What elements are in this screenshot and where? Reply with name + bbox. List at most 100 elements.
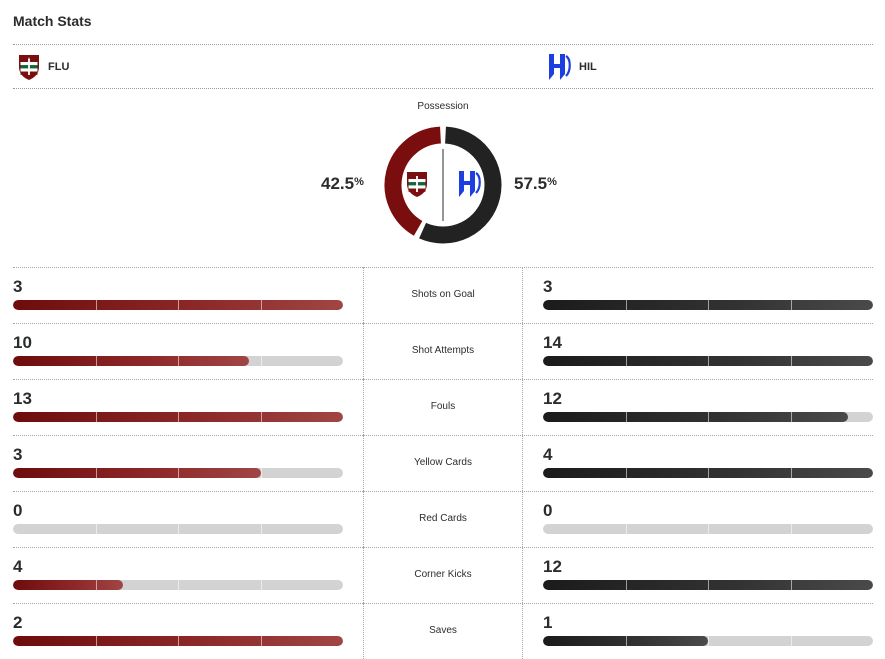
home-team-header[interactable]: FLU [17, 53, 69, 81]
divider [363, 267, 364, 323]
divider [13, 323, 873, 324]
bar-tick [708, 412, 709, 422]
page-title: Match Stats [13, 13, 92, 29]
bar-tick [790, 412, 792, 422]
home-stat-value: 2 [13, 613, 23, 632]
bar-tick [790, 524, 792, 534]
divider [363, 547, 364, 603]
home-stat-fill [13, 580, 123, 590]
divider [363, 323, 364, 379]
bar-tick [178, 524, 179, 534]
bar-tick [625, 524, 627, 534]
bar-tick [708, 524, 709, 534]
stat-label: Fouls [430, 401, 456, 412]
home-stat-value: 13 [13, 389, 32, 408]
home-stat-bar [13, 580, 343, 590]
bar-tick [178, 636, 179, 646]
away-stat-fill [543, 412, 848, 422]
bar-tick [178, 580, 179, 590]
home-stat-bar [13, 356, 343, 366]
divider [522, 603, 523, 659]
stat-row: 3 Yellow Cards 4 [13, 435, 873, 491]
stat-row: 10 Shot Attempts 14 [13, 323, 873, 379]
bar-tick [625, 580, 627, 590]
bar-tick [790, 356, 792, 366]
bar-tick [95, 300, 97, 310]
home-stat-bar [13, 300, 343, 310]
divider [522, 323, 523, 379]
home-stat-bar [13, 468, 343, 478]
bar-tick [708, 356, 709, 366]
bar-tick [95, 524, 97, 534]
divider [522, 267, 523, 323]
home-team-abbr: FLU [48, 61, 70, 73]
possession-arc-away [419, 126, 502, 244]
bar-tick [708, 468, 709, 478]
bar-tick [790, 636, 792, 646]
bar-tick [260, 356, 262, 366]
bar-tick [708, 636, 709, 646]
stat-label: Red Cards [419, 513, 467, 524]
bar-tick [178, 300, 179, 310]
bar-tick [95, 636, 97, 646]
bar-tick [95, 356, 97, 366]
home-stat-bar [13, 636, 343, 646]
away-stat-value: 14 [543, 333, 562, 352]
away-stat-bar [543, 468, 873, 478]
bar-tick [95, 412, 97, 422]
away-stat-bar [543, 300, 873, 310]
away-team-abbr: HIL [579, 61, 597, 73]
away-stat-value: 1 [543, 613, 553, 632]
bar-tick [260, 300, 262, 310]
away-stat-value: 0 [543, 501, 553, 520]
bar-tick [625, 412, 627, 422]
stat-label: Shots on Goal [411, 289, 475, 300]
bar-tick [625, 300, 627, 310]
divider [13, 379, 873, 380]
bar-tick [178, 412, 179, 422]
stat-label: Saves [429, 625, 457, 636]
stat-row: 0 Red Cards 0 [13, 491, 873, 547]
away-stat-bar [543, 356, 873, 366]
fluminense-crest-icon [407, 172, 427, 197]
home-stat-bar [13, 412, 343, 422]
divider [13, 603, 873, 604]
away-stat-bar [543, 636, 873, 646]
home-stat-value: 3 [13, 277, 23, 296]
bar-tick [95, 580, 97, 590]
bar-tick [625, 356, 627, 366]
bar-tick [708, 300, 709, 310]
away-team-header[interactable]: HIL [545, 53, 597, 81]
divider [522, 379, 523, 435]
stat-row: 3 Shots on Goal 3 [13, 267, 873, 323]
divider [13, 491, 873, 492]
stat-row: 4 Corner Kicks 12 [13, 547, 873, 603]
bar-tick [95, 468, 97, 478]
divider [363, 603, 364, 659]
divider [13, 435, 873, 436]
divider [522, 435, 523, 491]
stat-row: 2 Saves 1 [13, 603, 873, 659]
possession-arc-home [384, 126, 442, 236]
away-stat-value: 3 [543, 277, 553, 296]
divider [13, 547, 873, 548]
bar-tick [625, 468, 627, 478]
stat-label: Yellow Cards [414, 457, 472, 468]
bar-tick [260, 524, 262, 534]
divider [522, 491, 523, 547]
away-stat-bar [543, 524, 873, 534]
divider [363, 379, 364, 435]
away-possession-value: 57.5% [514, 174, 557, 193]
bar-tick [708, 580, 709, 590]
bar-tick [178, 468, 179, 478]
bar-tick [790, 468, 792, 478]
stat-label: Corner Kicks [414, 569, 472, 580]
bar-tick [790, 580, 792, 590]
away-stat-value: 4 [543, 445, 553, 464]
bar-tick [260, 636, 262, 646]
divider [13, 88, 873, 89]
away-stat-bar [543, 412, 873, 422]
divider [13, 267, 873, 268]
divider [522, 547, 523, 603]
bar-tick [260, 468, 262, 478]
